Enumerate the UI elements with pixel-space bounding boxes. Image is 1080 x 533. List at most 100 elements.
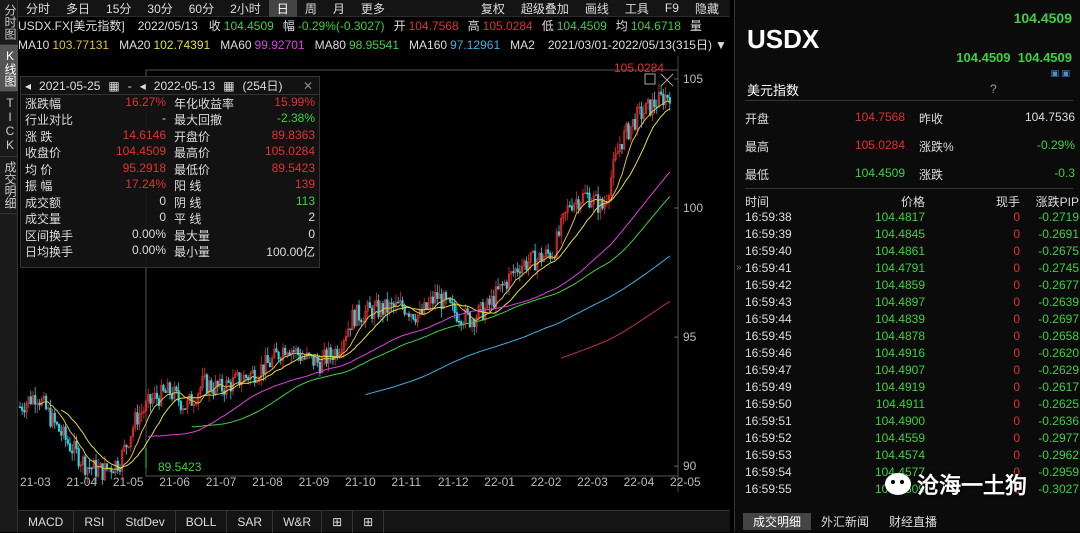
stat-value: 14.6146: [122, 127, 166, 142]
close-value: 104.4509: [223, 18, 274, 33]
toolbar-item-3[interactable]: 30分: [147, 1, 173, 16]
start-date[interactable]: 2021-05-25: [39, 78, 101, 93]
candle-body: [149, 394, 152, 404]
indicator-tab-3[interactable]: BOLL: [176, 510, 228, 533]
tick-volume: 0: [1013, 226, 1020, 241]
dropdown-icon[interactable]: ▼ ◂: [714, 37, 730, 52]
tick-header-cell: 涨跌PIP: [1035, 195, 1079, 209]
end-date-arrow-icon[interactable]: ◂: [139, 78, 146, 93]
calendar-icon[interactable]: ▦: [108, 78, 120, 93]
candle-body: [560, 218, 563, 236]
stat-label: 最低价: [174, 162, 211, 177]
tick-list[interactable]: 16:59:38 104.4817 0 -0.2719 16:59:39 104.4845…: [745, 208, 1079, 497]
indicator-tabs: MACD RSI StdDev BOLL SAR W&R ⊞ ⊞: [18, 510, 730, 533]
toolbar-item-0[interactable]: 分时: [26, 1, 51, 16]
candle-body: [212, 390, 215, 395]
candle-body: [142, 410, 145, 413]
toolbar-item-7[interactable]: 周: [304, 1, 317, 16]
toolbar-item-15[interactable]: 隐藏: [694, 1, 719, 16]
quote-value: -0.3: [1054, 166, 1075, 180]
right-tab-0[interactable]: 成交明细: [743, 512, 812, 530]
candle-body: [531, 250, 535, 253]
toolbar-item-11[interactable]: 超级叠加: [520, 1, 569, 16]
tick-change: -0.2658: [1038, 328, 1079, 343]
candle-body: [73, 440, 76, 454]
toolbar-item-10[interactable]: 复权: [480, 1, 505, 16]
panel-icons[interactable]: ▣ ▣: [1050, 68, 1070, 78]
info-icon[interactable]: ?: [990, 82, 997, 96]
right-tabs: 成交明细 外汇新闻 财经直播: [743, 510, 1080, 532]
candle-body: [473, 319, 476, 327]
candle-body: [397, 301, 400, 304]
start-date-arrow-icon[interactable]: ◂: [25, 78, 32, 93]
toolbar-item-4[interactable]: 60分: [188, 1, 215, 16]
candle-body: [662, 93, 665, 106]
tick-change: -0.2959: [1038, 464, 1079, 479]
candle-body: [194, 403, 198, 405]
candle-body: [657, 91, 661, 108]
collapse-arrow-icon[interactable]: »: [736, 262, 742, 273]
interval-stats-panel: ◂ 2021-05-25 ▦ - ◂ 2022-05-13 ▦ (254日) ✕…: [20, 76, 320, 268]
candle-body: [77, 448, 80, 467]
candle-body: [616, 151, 619, 155]
toolbar-item-2[interactable]: 15分: [106, 1, 132, 16]
indicator-tab-5[interactable]: W&R: [273, 510, 323, 533]
candle-body: [47, 407, 50, 410]
toolbar-item-6[interactable]: 日: [268, 0, 297, 17]
close-label: 收: [208, 19, 221, 33]
candle-body: [234, 373, 237, 378]
candle-body: [660, 91, 663, 95]
indicator-tab-0[interactable]: MACD: [18, 510, 75, 533]
ma-label-5: MA2: [510, 37, 535, 52]
x-tick-label: 21-05: [113, 475, 144, 489]
toolbar-item-12[interactable]: 画线: [584, 1, 609, 16]
indicator-tab-4[interactable]: SAR: [227, 510, 274, 533]
candle-body: [318, 361, 322, 374]
toolbar-item-14[interactable]: F9: [664, 1, 679, 15]
candle-body: [623, 130, 626, 150]
candle-body: [112, 471, 115, 474]
tick-change: -0.3027: [1038, 481, 1079, 496]
candle-body: [268, 362, 272, 368]
toolbar-item-5[interactable]: 2小时: [230, 1, 261, 16]
close-icon[interactable]: ✕: [302, 78, 313, 93]
candle-body: [590, 203, 593, 208]
toolbar-item-9[interactable]: 更多: [360, 1, 385, 16]
side-tab-0[interactable]: 分时图: [0, 0, 18, 45]
tick-volume: 0: [1013, 209, 1020, 224]
x-tick-label: 22-01: [484, 475, 515, 489]
stat-row: 涨 跌 14.6146 开盘价 89.8363: [21, 128, 319, 145]
side-tab-1[interactable]: K线图: [0, 45, 18, 92]
stat-value: 0: [159, 193, 166, 208]
end-date[interactable]: 2022-05-13: [153, 78, 216, 93]
indicator-tab-6[interactable]: ⊞: [322, 510, 354, 533]
candle-body: [199, 387, 202, 395]
tick-volume: 0: [1013, 294, 1020, 309]
toolbar-item-1[interactable]: 多日: [66, 1, 91, 16]
candle-body: [625, 123, 628, 132]
maximize-icon: [644, 73, 656, 85]
side-tab-3[interactable]: 成交明细: [0, 157, 18, 214]
calendar-icon[interactable]: ▦: [223, 78, 235, 93]
tick-price: 104.4897: [874, 294, 925, 309]
candle-body: [147, 394, 150, 402]
candle-body: [614, 153, 617, 161]
stat-label: 年化收益率: [174, 96, 235, 111]
stat-label: 成交量: [25, 212, 62, 227]
indicator-tab-2[interactable]: StdDev: [115, 510, 176, 533]
last-price-top: 104.4509: [1013, 10, 1072, 26]
indicator-tab-7[interactable]: ⊞: [353, 510, 385, 533]
candle-body: [75, 440, 78, 449]
candle-body: [666, 94, 669, 98]
stat-value: 95.2918: [122, 160, 166, 175]
candlestick-chart[interactable]: 105 100 95 90 21-03 21-04 21-05 21-06 21-07 21-08…: [18, 56, 730, 492]
candle-body: [101, 463, 104, 481]
right-tab-1[interactable]: 外汇新闻: [821, 514, 870, 529]
ma-value-2: 99.92701: [254, 37, 305, 52]
side-tab-2[interactable]: TICK: [0, 92, 18, 157]
toolbar-item-13[interactable]: 工具: [624, 1, 649, 16]
right-tab-2[interactable]: 财经直播: [889, 514, 938, 529]
indicator-tab-1[interactable]: RSI: [74, 510, 116, 533]
toolbar-item-8[interactable]: 月: [332, 1, 345, 16]
candle-body: [58, 423, 61, 432]
